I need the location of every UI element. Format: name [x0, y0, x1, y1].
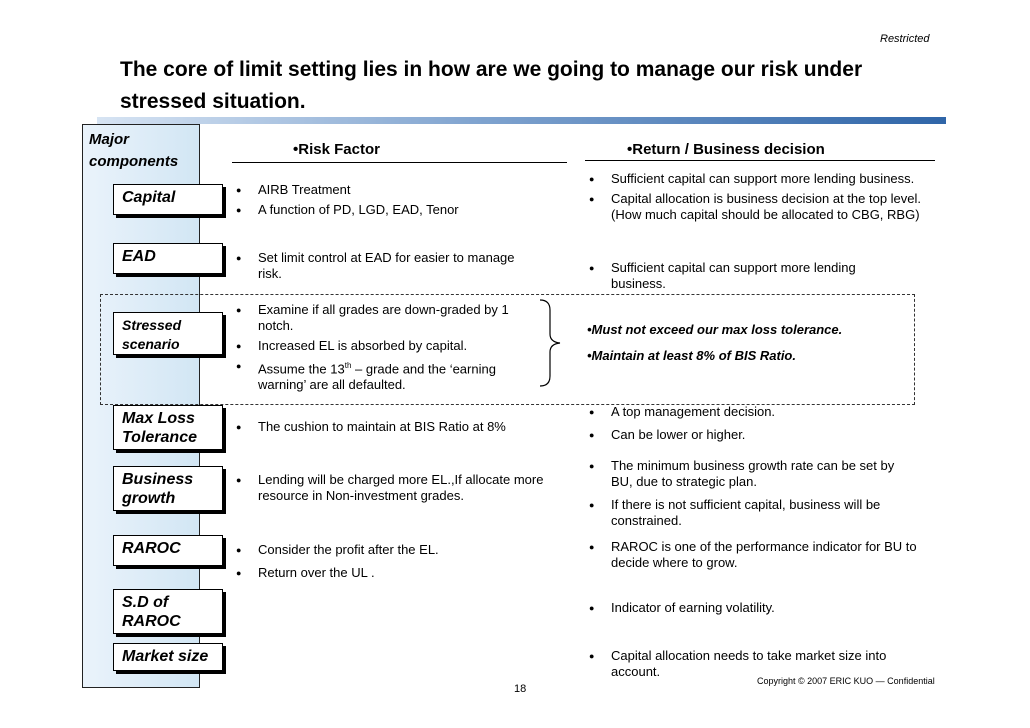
risk-factor-header: •Risk Factor — [293, 141, 380, 158]
title-gradient-bar — [97, 117, 946, 124]
stressed-return-line1: •Must not exceed our max loss tolerance. — [587, 322, 843, 337]
return-business-list: The minimum business growth rate can be … — [587, 458, 917, 536]
list-item: A function of PD, LGD, EAD, Tenor — [234, 202, 534, 218]
risk-ead-list: Set limit control at EAD for easier to m… — [234, 250, 534, 289]
list-item: Sufficient capital can support more lend… — [587, 171, 967, 187]
list-item: RAROC is one of the performance indicato… — [587, 539, 927, 571]
component-capital: Capital — [113, 184, 223, 215]
list-item: The cushion to maintain at BIS Ratio at … — [234, 419, 544, 435]
component-market-size: Market size — [113, 643, 223, 671]
list-item: If there is not sufficient capital, busi… — [587, 497, 917, 529]
list-item: Examine if all grades are down-graded by… — [234, 302, 534, 334]
page-title-line2: stressed situation. — [120, 90, 306, 113]
restricted-label: Restricted — [880, 33, 930, 45]
list-item: Increased EL is absorbed by capital. — [234, 338, 534, 354]
list-item: Indicator of earning volatility. — [587, 600, 917, 616]
list-item: Set limit control at EAD for easier to m… — [234, 250, 534, 282]
major-label-line2: components — [89, 153, 179, 170]
return-maxloss-list: A top management decision. Can be lower … — [587, 404, 917, 450]
list-item: Assume the 13th – grade and the ‘earning… — [234, 358, 534, 393]
copyright-footer: Copyright © 2007 ERIC KUO — Confidential — [757, 676, 935, 686]
list-item: Lending will be charged more EL.,If allo… — [234, 472, 544, 504]
stressed-return-line2: •Maintain at least 8% of BIS Ratio. — [587, 348, 796, 363]
page-number: 18 — [514, 683, 527, 695]
stressed-scenario-region — [100, 294, 915, 405]
major-label-line1: Major — [89, 131, 130, 148]
list-item: Capital allocation is business decision … — [587, 191, 941, 223]
list-item: Sufficient capital can support more lend… — [587, 260, 897, 292]
risk-business-list: Lending will be charged more EL.,If allo… — [234, 472, 544, 511]
risk-capital-list: AIRB Treatment A function of PD, LGD, EA… — [234, 182, 534, 222]
curly-brace-icon — [539, 299, 561, 387]
component-stressed-scenario: Stressed scenario — [113, 312, 223, 355]
list-item: Return over the UL . — [234, 565, 544, 581]
return-capital-list: Sufficient capital can support more lend… — [587, 171, 967, 227]
list-item: Consider the profit after the EL. — [234, 542, 544, 558]
component-sd-of-raroc: S.D of RAROC — [113, 589, 223, 634]
list-item: AIRB Treatment — [234, 182, 534, 198]
return-raroc-list: RAROC is one of the performance indicato… — [587, 539, 927, 578]
return-market-list: Capital allocation needs to take market … — [587, 648, 907, 687]
risk-maxloss-list: The cushion to maintain at BIS Ratio at … — [234, 419, 544, 442]
list-item: Capital allocation needs to take market … — [587, 648, 907, 680]
component-max-loss-tolerance: Max Loss Tolerance — [113, 405, 223, 450]
page-title: The core of limit setting lies in how ar… — [120, 54, 920, 118]
risk-factor-header-line — [232, 162, 567, 163]
return-ead-list: Sufficient capital can support more lend… — [587, 260, 897, 299]
page-title-line1: The core of limit setting lies in how ar… — [120, 58, 863, 81]
component-ead: EAD — [113, 243, 223, 274]
return-decision-header-line — [585, 160, 935, 161]
major-components-label: Major components — [89, 129, 178, 173]
list-item: Can be lower or higher. — [587, 427, 917, 443]
component-business-growth: Business growth — [113, 466, 223, 511]
return-decision-header: •Return / Business decision — [627, 141, 825, 158]
return-sd-list: Indicator of earning volatility. — [587, 600, 917, 623]
risk-stressed-list: Examine if all grades are down-graded by… — [234, 302, 534, 397]
component-raroc: RAROC — [113, 535, 223, 566]
risk-raroc-list: Consider the profit after the EL. Return… — [234, 542, 544, 588]
list-item: The minimum business growth rate can be … — [587, 458, 917, 490]
list-item: A top management decision. — [587, 404, 917, 420]
